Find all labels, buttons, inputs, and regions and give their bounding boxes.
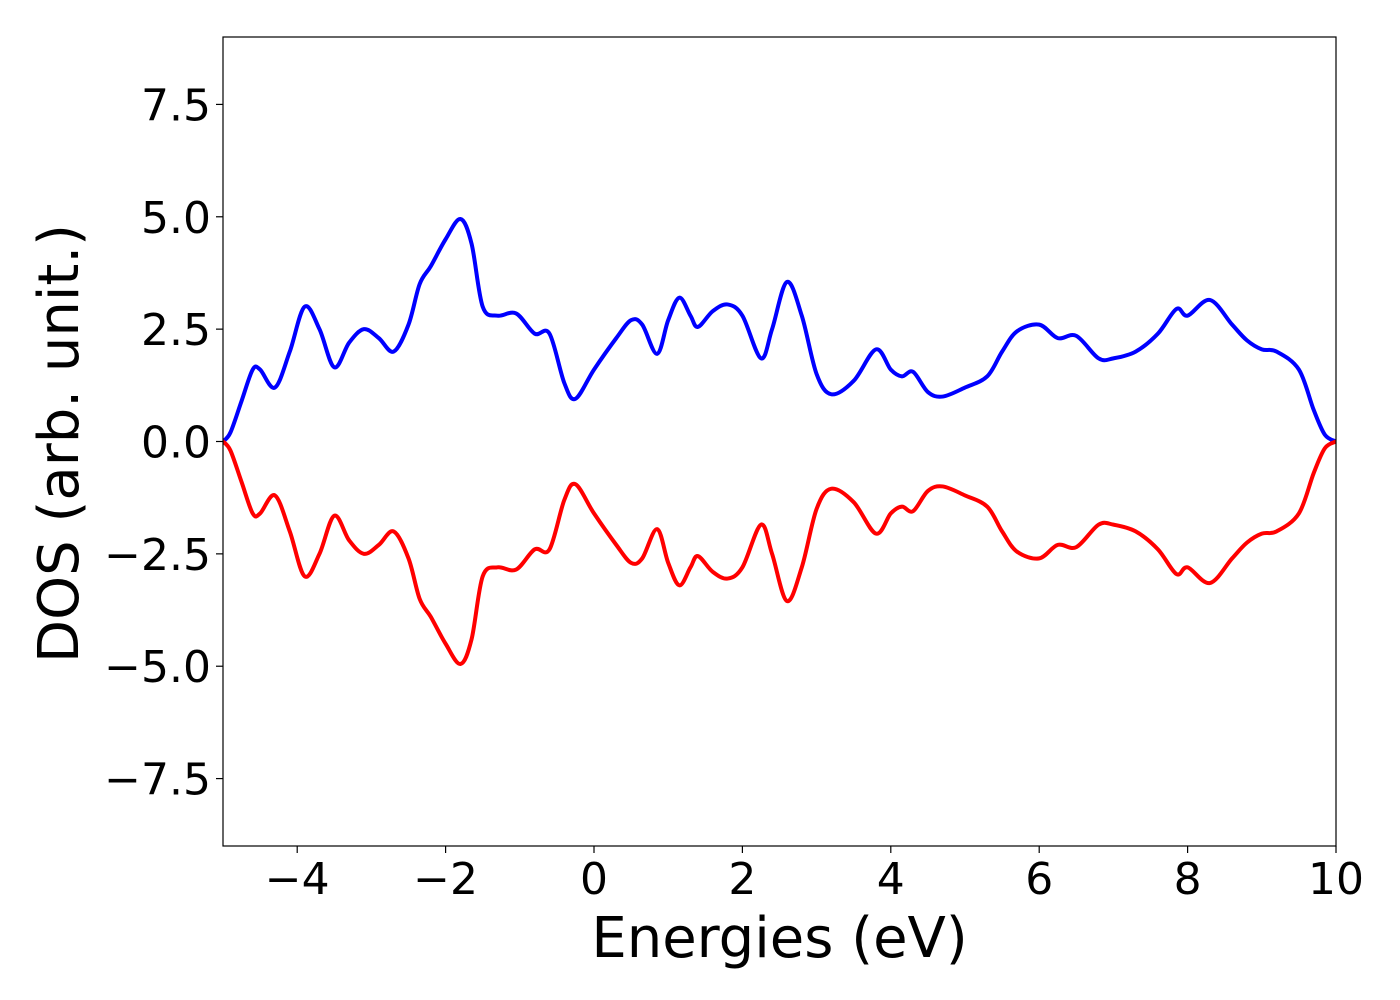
x-tick-label: 10 [1308,854,1364,905]
x-tick-label: 4 [877,854,905,905]
x-tick-label: 0 [580,854,608,905]
y-tick-label: 5.0 [141,193,211,244]
y-tick-label: −5.0 [104,642,211,693]
y-tick-label: −2.5 [104,530,211,581]
series-layer [223,217,1336,666]
y-tick-label: 0.0 [141,418,211,469]
y-axis-title: DOS (arb. unit.) [27,224,92,663]
y-tick-label: −7.5 [104,755,211,806]
x-tick-label: 6 [1025,854,1053,905]
x-tick-label: −4 [265,854,330,905]
x-tick-label: 8 [1174,854,1202,905]
x-tick-label: 2 [728,854,756,905]
series-line-spin-down [223,439,1336,666]
ticks-layer: −4 −2 0 2 4 6 8 10 −7.5 −5.0 −2.5 0.0 2.5 5.0 7.5 [104,80,1364,905]
y-tick-label: 7.5 [141,80,211,131]
y-tick-label: 2.5 [141,305,211,356]
x-axis-title: Energies (eV) [591,906,967,971]
series-line-spin-up [223,217,1336,444]
x-tick-label: −2 [413,854,478,905]
